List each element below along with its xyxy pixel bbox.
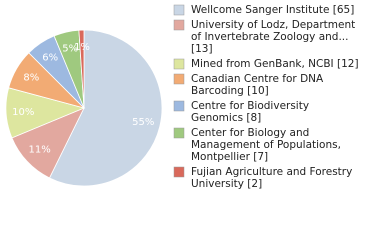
legend-swatch <box>173 73 185 85</box>
legend-swatch <box>173 100 185 112</box>
legend-label: Wellcome Sanger Institute [65] <box>191 4 354 16</box>
slice-label: 6% <box>42 52 58 63</box>
legend-label: University of Lodz, Department of Inverte… <box>191 19 355 55</box>
slice-label: 5% <box>62 44 78 55</box>
slice-label: 11% <box>28 145 50 156</box>
pie-slice <box>48 29 163 187</box>
legend-swatch <box>173 166 185 178</box>
slice-label: 55% <box>132 117 154 128</box>
legend-label: Centre for Biodiversity Genomics [8] <box>191 100 309 124</box>
slice-label: 8% <box>23 73 39 84</box>
legend-swatch <box>173 19 185 31</box>
slice-label: 10% <box>12 107 34 118</box>
legend-swatch <box>173 58 185 70</box>
legend-swatch <box>173 4 185 16</box>
legend-label: Fujian Agriculture and Forestry Universit… <box>191 166 352 190</box>
legend-label: Canadian Centre for DNA Barcoding [10] <box>191 73 324 97</box>
legend-label: Mined from GenBank, NCBI [12] <box>191 58 359 70</box>
slice-label: 1% <box>74 42 90 53</box>
legend-label: Center for Biology and Management of Popu… <box>191 127 341 163</box>
legend-swatch <box>173 127 185 139</box>
pie-slice <box>78 29 85 109</box>
